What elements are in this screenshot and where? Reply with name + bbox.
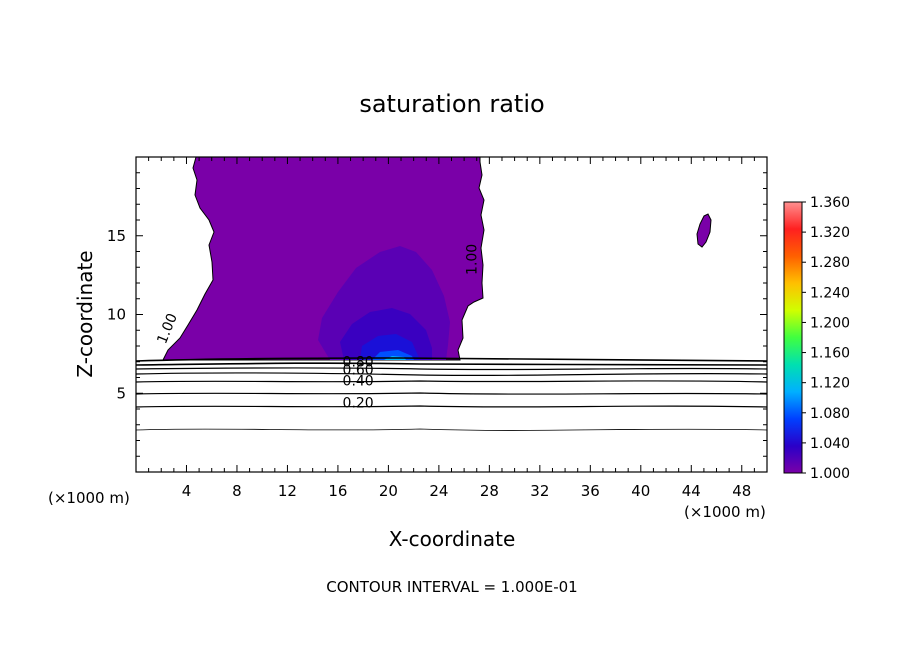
contour-label: 0.20 <box>343 395 374 411</box>
x-tick-label: 40 <box>631 482 650 500</box>
contour-label: 0.60 <box>343 362 374 378</box>
colorbar-label: 1.120 <box>810 376 850 392</box>
x-tick-label: 36 <box>581 482 600 500</box>
colorbar-label: 1.080 <box>810 406 850 422</box>
contour-label: 0.80 <box>343 354 374 370</box>
x-axis: 4 8 12 16 20 24 28 32 36 40 44 48 <box>148 157 755 500</box>
x-tick-label: 44 <box>682 482 701 500</box>
x-tick-label: 20 <box>379 482 398 500</box>
x-unit-label-left: (×1000 m) <box>48 489 130 507</box>
x-tick-label: 24 <box>429 482 448 500</box>
colorbar-label: 1.160 <box>810 346 850 362</box>
colorbar-gradient <box>783 201 803 474</box>
x-tick-label: 8 <box>232 482 242 500</box>
x-tick-label: 16 <box>328 482 347 500</box>
colorbar-label: 1.240 <box>810 285 850 301</box>
y-axis: 5 10 15 <box>107 172 767 457</box>
colorbar-label: 1.320 <box>810 225 850 241</box>
contour-interval-note: CONTOUR INTERVAL = 1.000E-01 <box>326 578 577 596</box>
y-tick-label: 10 <box>107 306 126 324</box>
colorbar-label: 1.000 <box>810 466 850 482</box>
contour-line <box>136 362 767 366</box>
contour-line <box>136 392 767 395</box>
y-tick-label: 5 <box>116 384 126 402</box>
plot-fill-layer <box>136 157 767 431</box>
contour-line <box>136 428 767 431</box>
contour-label: 0.40 <box>343 373 374 389</box>
colorbar-label: 1.280 <box>810 255 850 271</box>
cloud-region-small <box>696 213 712 248</box>
colorbar-label: 1.200 <box>810 315 850 331</box>
chart-title: saturation ratio <box>359 90 544 118</box>
contour-line <box>136 405 767 408</box>
contour-line <box>136 357 767 362</box>
contour-label: 1.00 <box>465 244 481 275</box>
contour-line <box>136 367 767 371</box>
contour-line <box>136 372 767 377</box>
x-tick-label: 28 <box>480 482 499 500</box>
x-tick-label: 32 <box>530 482 549 500</box>
x-tick-label: 4 <box>182 482 192 500</box>
x-tick-label: 48 <box>732 482 751 500</box>
x-axis-label: X-coordinate <box>389 527 516 551</box>
colorbar-label: 1.360 <box>810 195 850 211</box>
y-tick-label: 15 <box>107 227 126 245</box>
colorbar-label: 1.040 <box>810 436 850 452</box>
x-tick-label: 12 <box>278 482 297 500</box>
colorbar: 1.360 1.320 1.280 1.240 1.200 1.160 1.120 1.080… <box>783 195 850 482</box>
contour-line <box>136 380 767 383</box>
y-axis-label: Z-coordinate <box>73 250 97 377</box>
x-unit-label-right: (×1000 m) <box>684 503 766 521</box>
